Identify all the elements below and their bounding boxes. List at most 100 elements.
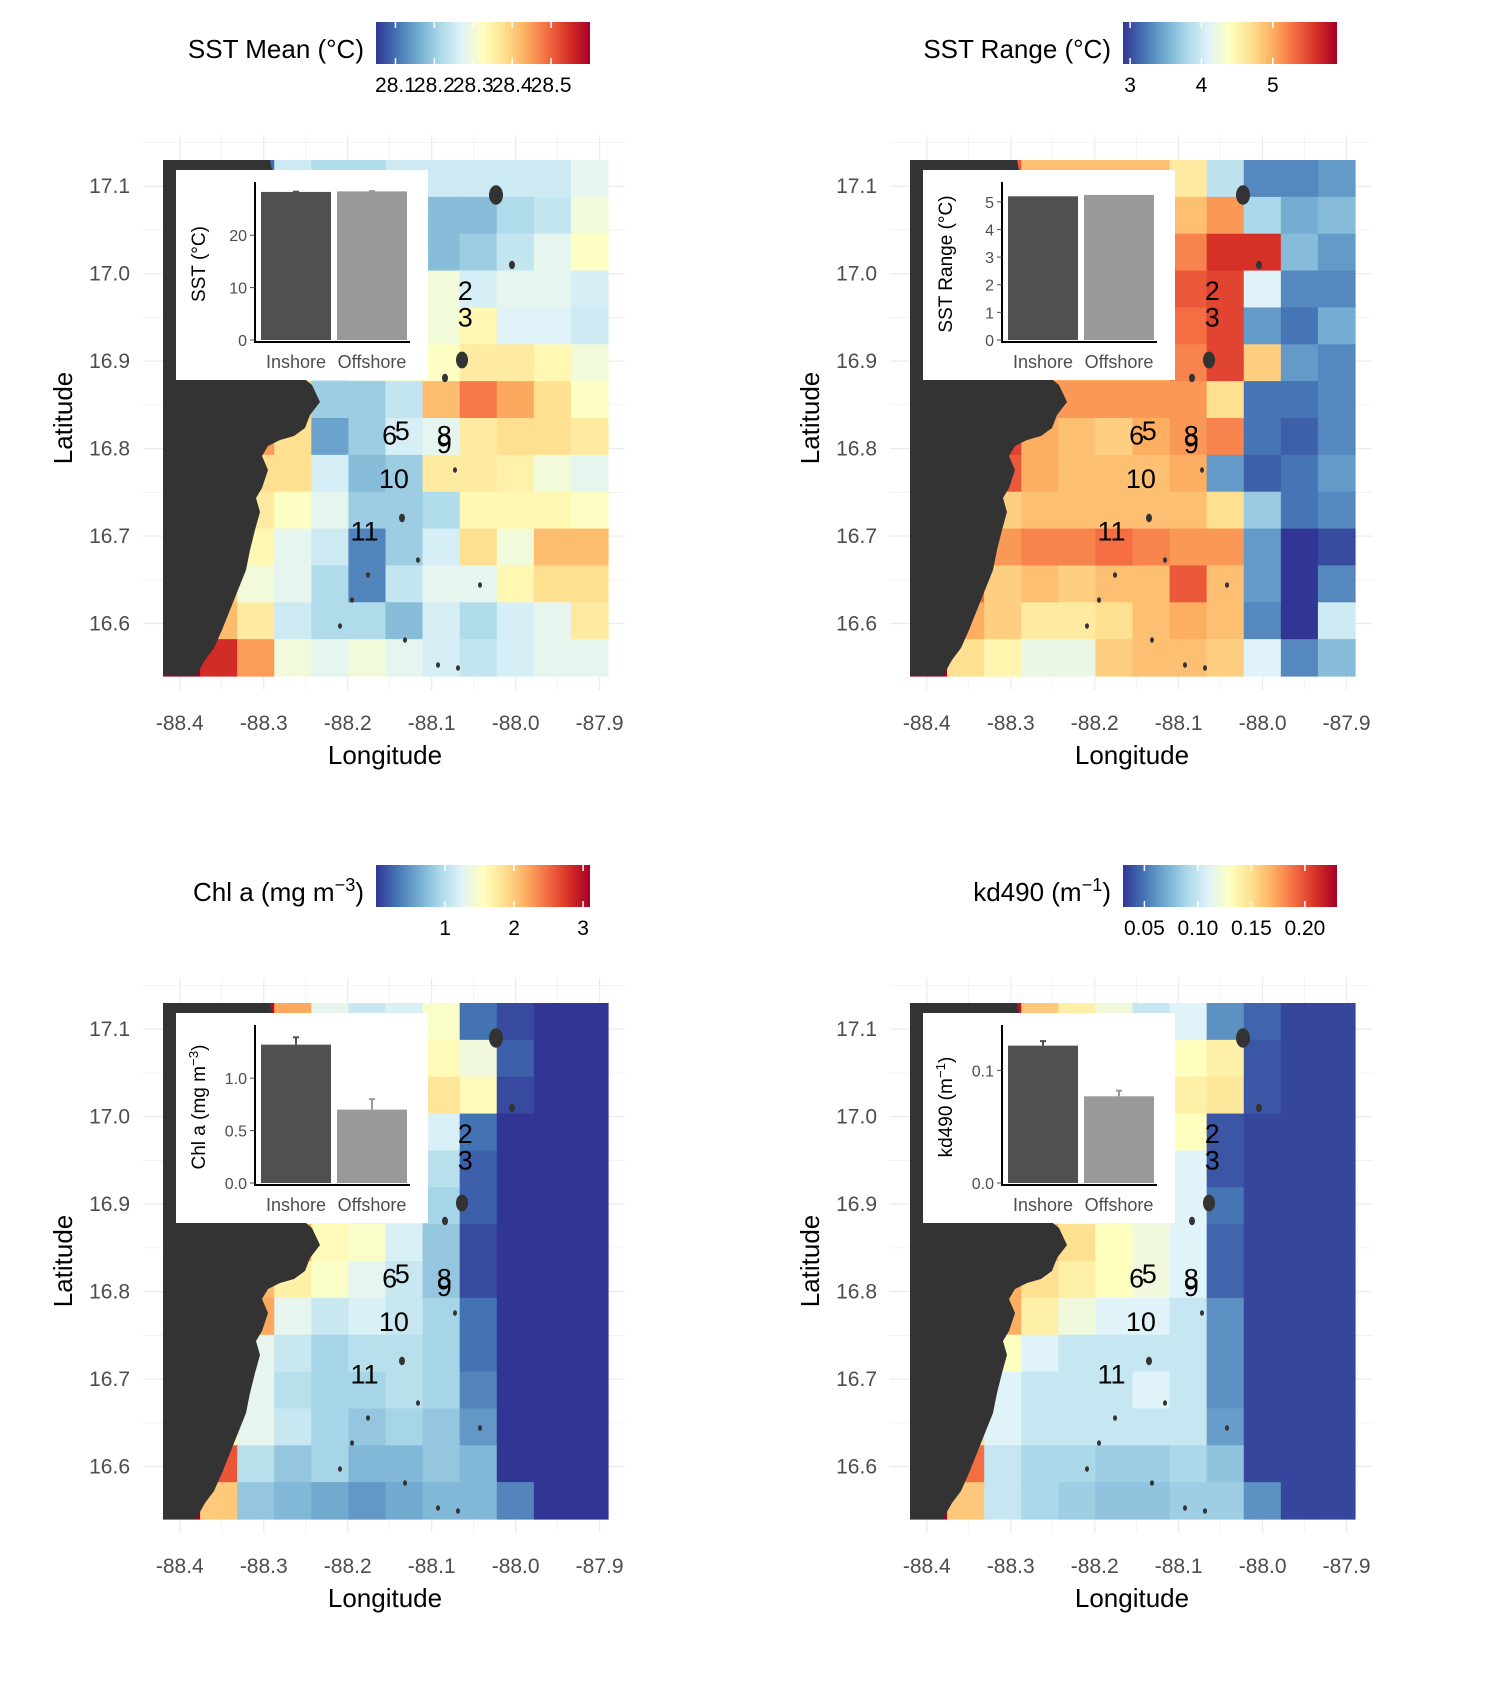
- heatmap-cell: [1132, 565, 1171, 603]
- site-label-10: 10: [1126, 1307, 1156, 1337]
- heatmap-cell: [1169, 565, 1208, 603]
- heatmap-cell: [1169, 196, 1208, 235]
- heatmap-cell: [1243, 565, 1282, 603]
- legend-title: SST Mean (°C): [188, 34, 364, 64]
- y-tick-label: 16.6: [836, 613, 877, 636]
- heatmap-cell: [274, 491, 312, 530]
- heatmap-cell: [533, 196, 572, 235]
- heatmap-cell: [348, 1334, 387, 1373]
- heatmap-cell: [984, 639, 1022, 677]
- heatmap-cell: [1317, 1039, 1356, 1078]
- heatmap-cell: [1280, 565, 1319, 603]
- heatmap-cell: [1169, 418, 1208, 456]
- heatmap-cell: [385, 418, 424, 456]
- heatmap-cell: [570, 1334, 609, 1373]
- heatmap-cell: [459, 1113, 498, 1152]
- heatmap-cell: [1095, 602, 1134, 640]
- y-tick-label: 16.9: [89, 1193, 130, 1216]
- heatmap-cell: [1058, 639, 1097, 677]
- island-shape: [436, 1505, 440, 1511]
- site-label-3: 3: [1205, 302, 1220, 332]
- x-tick-label: -88.2: [324, 1555, 372, 1578]
- heatmap-cell: [422, 528, 461, 567]
- heatmap-cell: [1280, 1076, 1319, 1115]
- heatmap-cell: [1243, 160, 1282, 198]
- heatmap-cell: [1169, 1150, 1208, 1188]
- heatmap-cell: [1206, 1076, 1245, 1115]
- heatmap-cell: [385, 1482, 424, 1520]
- site-label-3: 3: [458, 302, 473, 332]
- heatmap-cell: [1317, 639, 1356, 677]
- x-tick-label: -88.4: [156, 1555, 204, 1578]
- heatmap-cell: [496, 602, 535, 640]
- island-shape: [489, 1028, 503, 1048]
- heatmap-cell: [422, 1482, 461, 1520]
- heatmap-cell: [1206, 233, 1245, 272]
- heatmap-cell: [496, 381, 535, 419]
- y-tick-label: 16.9: [836, 350, 877, 373]
- heatmap-cell: [311, 491, 350, 530]
- heatmap-cell: [1280, 1297, 1319, 1336]
- heatmap-cell: [1317, 270, 1356, 309]
- heatmap-cell: [348, 639, 387, 677]
- heatmap-cell: [422, 160, 461, 198]
- heatmap-cell: [1058, 1334, 1097, 1373]
- heatmap-cell: [459, 1297, 498, 1336]
- inset-category-label: Offshore: [1085, 352, 1154, 372]
- heatmap-cell: [459, 1482, 498, 1520]
- heatmap-cell: [422, 491, 461, 530]
- heatmap-cell: [1317, 1003, 1356, 1041]
- heatmap-cell: [1169, 1039, 1208, 1078]
- island-shape: [1163, 557, 1167, 563]
- heatmap-cell: [570, 454, 609, 493]
- heatmap-cell: [496, 1371, 535, 1410]
- site-label-9: 9: [1184, 1272, 1199, 1302]
- island-shape: [436, 662, 440, 668]
- inset-category-label: Inshore: [1013, 352, 1073, 372]
- site-label-2: 2: [458, 276, 473, 306]
- heatmap-cell: [1280, 1334, 1319, 1373]
- heatmap-cell: [496, 1224, 535, 1262]
- heatmap-cell: [422, 639, 461, 677]
- island-shape: [1203, 1508, 1207, 1514]
- y-tick-label: 16.7: [89, 1368, 130, 1391]
- heatmap-cell: [1243, 1261, 1282, 1299]
- heatmap-cell: [496, 1297, 535, 1336]
- heatmap-cell: [422, 1039, 461, 1078]
- y-tick-label: 16.8: [836, 1281, 877, 1304]
- heatmap-cell: [348, 1445, 387, 1483]
- island-shape: [1225, 582, 1229, 588]
- heatmap-cell: [1095, 454, 1134, 493]
- island-shape: [1183, 662, 1187, 668]
- site-label-8: 8: [1184, 420, 1199, 450]
- heatmap-cell: [496, 307, 535, 345]
- colorbar-tick-label: 0.10: [1177, 917, 1218, 940]
- heatmap-cell: [1317, 418, 1356, 456]
- heatmap-cell: [1243, 528, 1282, 567]
- island-shape: [1097, 597, 1101, 603]
- heatmap-cell: [1280, 602, 1319, 640]
- heatmap-cell: [1021, 454, 1059, 493]
- inset-y-tick-label: 4: [985, 222, 994, 239]
- heatmap-cell: [1058, 418, 1097, 456]
- heatmap-cell: [1317, 1297, 1356, 1336]
- island-shape: [478, 1425, 482, 1431]
- island-shape: [509, 260, 515, 270]
- heatmap-cell: [1206, 1482, 1245, 1520]
- heatmap-cell: [422, 307, 461, 345]
- y-tick-label: 16.8: [89, 438, 130, 461]
- heatmap-cell: [1058, 491, 1097, 530]
- y-tick-label: 17.1: [836, 175, 877, 198]
- heatmap-cell: [570, 160, 609, 198]
- heatmap-cell: [1169, 639, 1208, 677]
- heatmap-cell: [1021, 491, 1059, 530]
- y-tick-label: 17.0: [836, 1106, 877, 1129]
- x-tick-label: -88.1: [408, 712, 456, 735]
- heatmap-cell: [1280, 418, 1319, 456]
- y-tick-label: 16.7: [836, 1368, 877, 1391]
- island-shape: [478, 582, 482, 588]
- island-shape: [1146, 513, 1152, 523]
- heatmap-cell: [422, 1187, 461, 1225]
